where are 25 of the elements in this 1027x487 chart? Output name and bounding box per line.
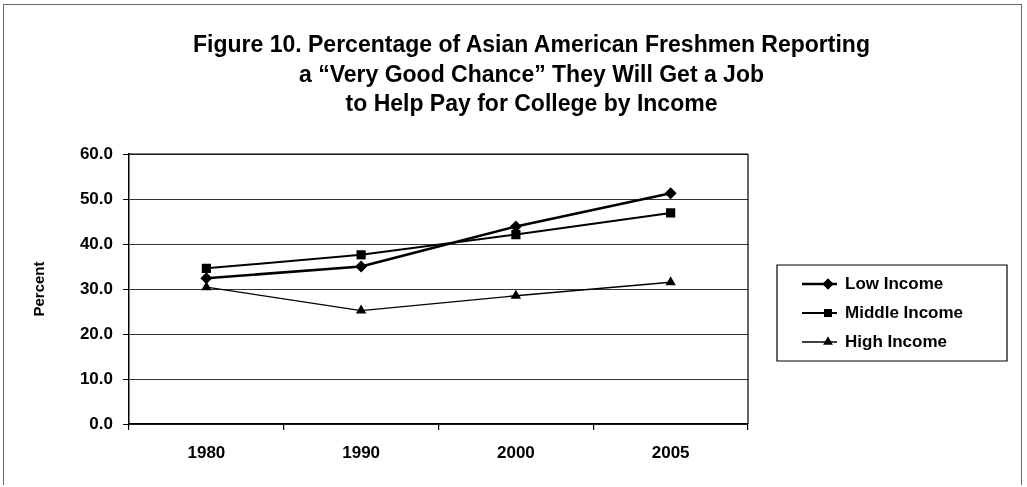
point	[666, 208, 676, 218]
y-tick-label: 30.0	[79, 278, 113, 298]
point	[355, 260, 368, 273]
y-tick-label: 50.0	[79, 188, 113, 208]
y-tick-label: 0.0	[89, 413, 113, 433]
legend-label: Low Income	[845, 273, 944, 293]
y-tick-label: 10.0	[79, 368, 113, 388]
point	[664, 187, 677, 200]
y-tick-label: 40.0	[79, 233, 113, 253]
x-tick-label: 2005	[651, 442, 690, 462]
point	[510, 289, 522, 299]
legend-label: Middle Income	[845, 302, 964, 322]
y-tick-label: 60.0	[79, 143, 113, 163]
point	[355, 304, 367, 314]
point	[201, 263, 211, 273]
point	[200, 272, 213, 285]
point	[356, 250, 366, 260]
point	[665, 276, 676, 286]
x-tick-label: 1990	[342, 442, 381, 462]
x-tick-label: 1980	[187, 442, 226, 462]
legend-label: High Income	[845, 331, 948, 351]
x-tick-label: 2000	[496, 442, 535, 462]
y-tick-label: 20.0	[79, 323, 113, 343]
chart-title: Figure 10. Percentage of Asian American Freshmen Reporting a “Very Good Chance” They Will Get a Job to Help Pay for College by Income	[192, 30, 871, 118]
y-axis-title: Percent	[30, 261, 48, 317]
